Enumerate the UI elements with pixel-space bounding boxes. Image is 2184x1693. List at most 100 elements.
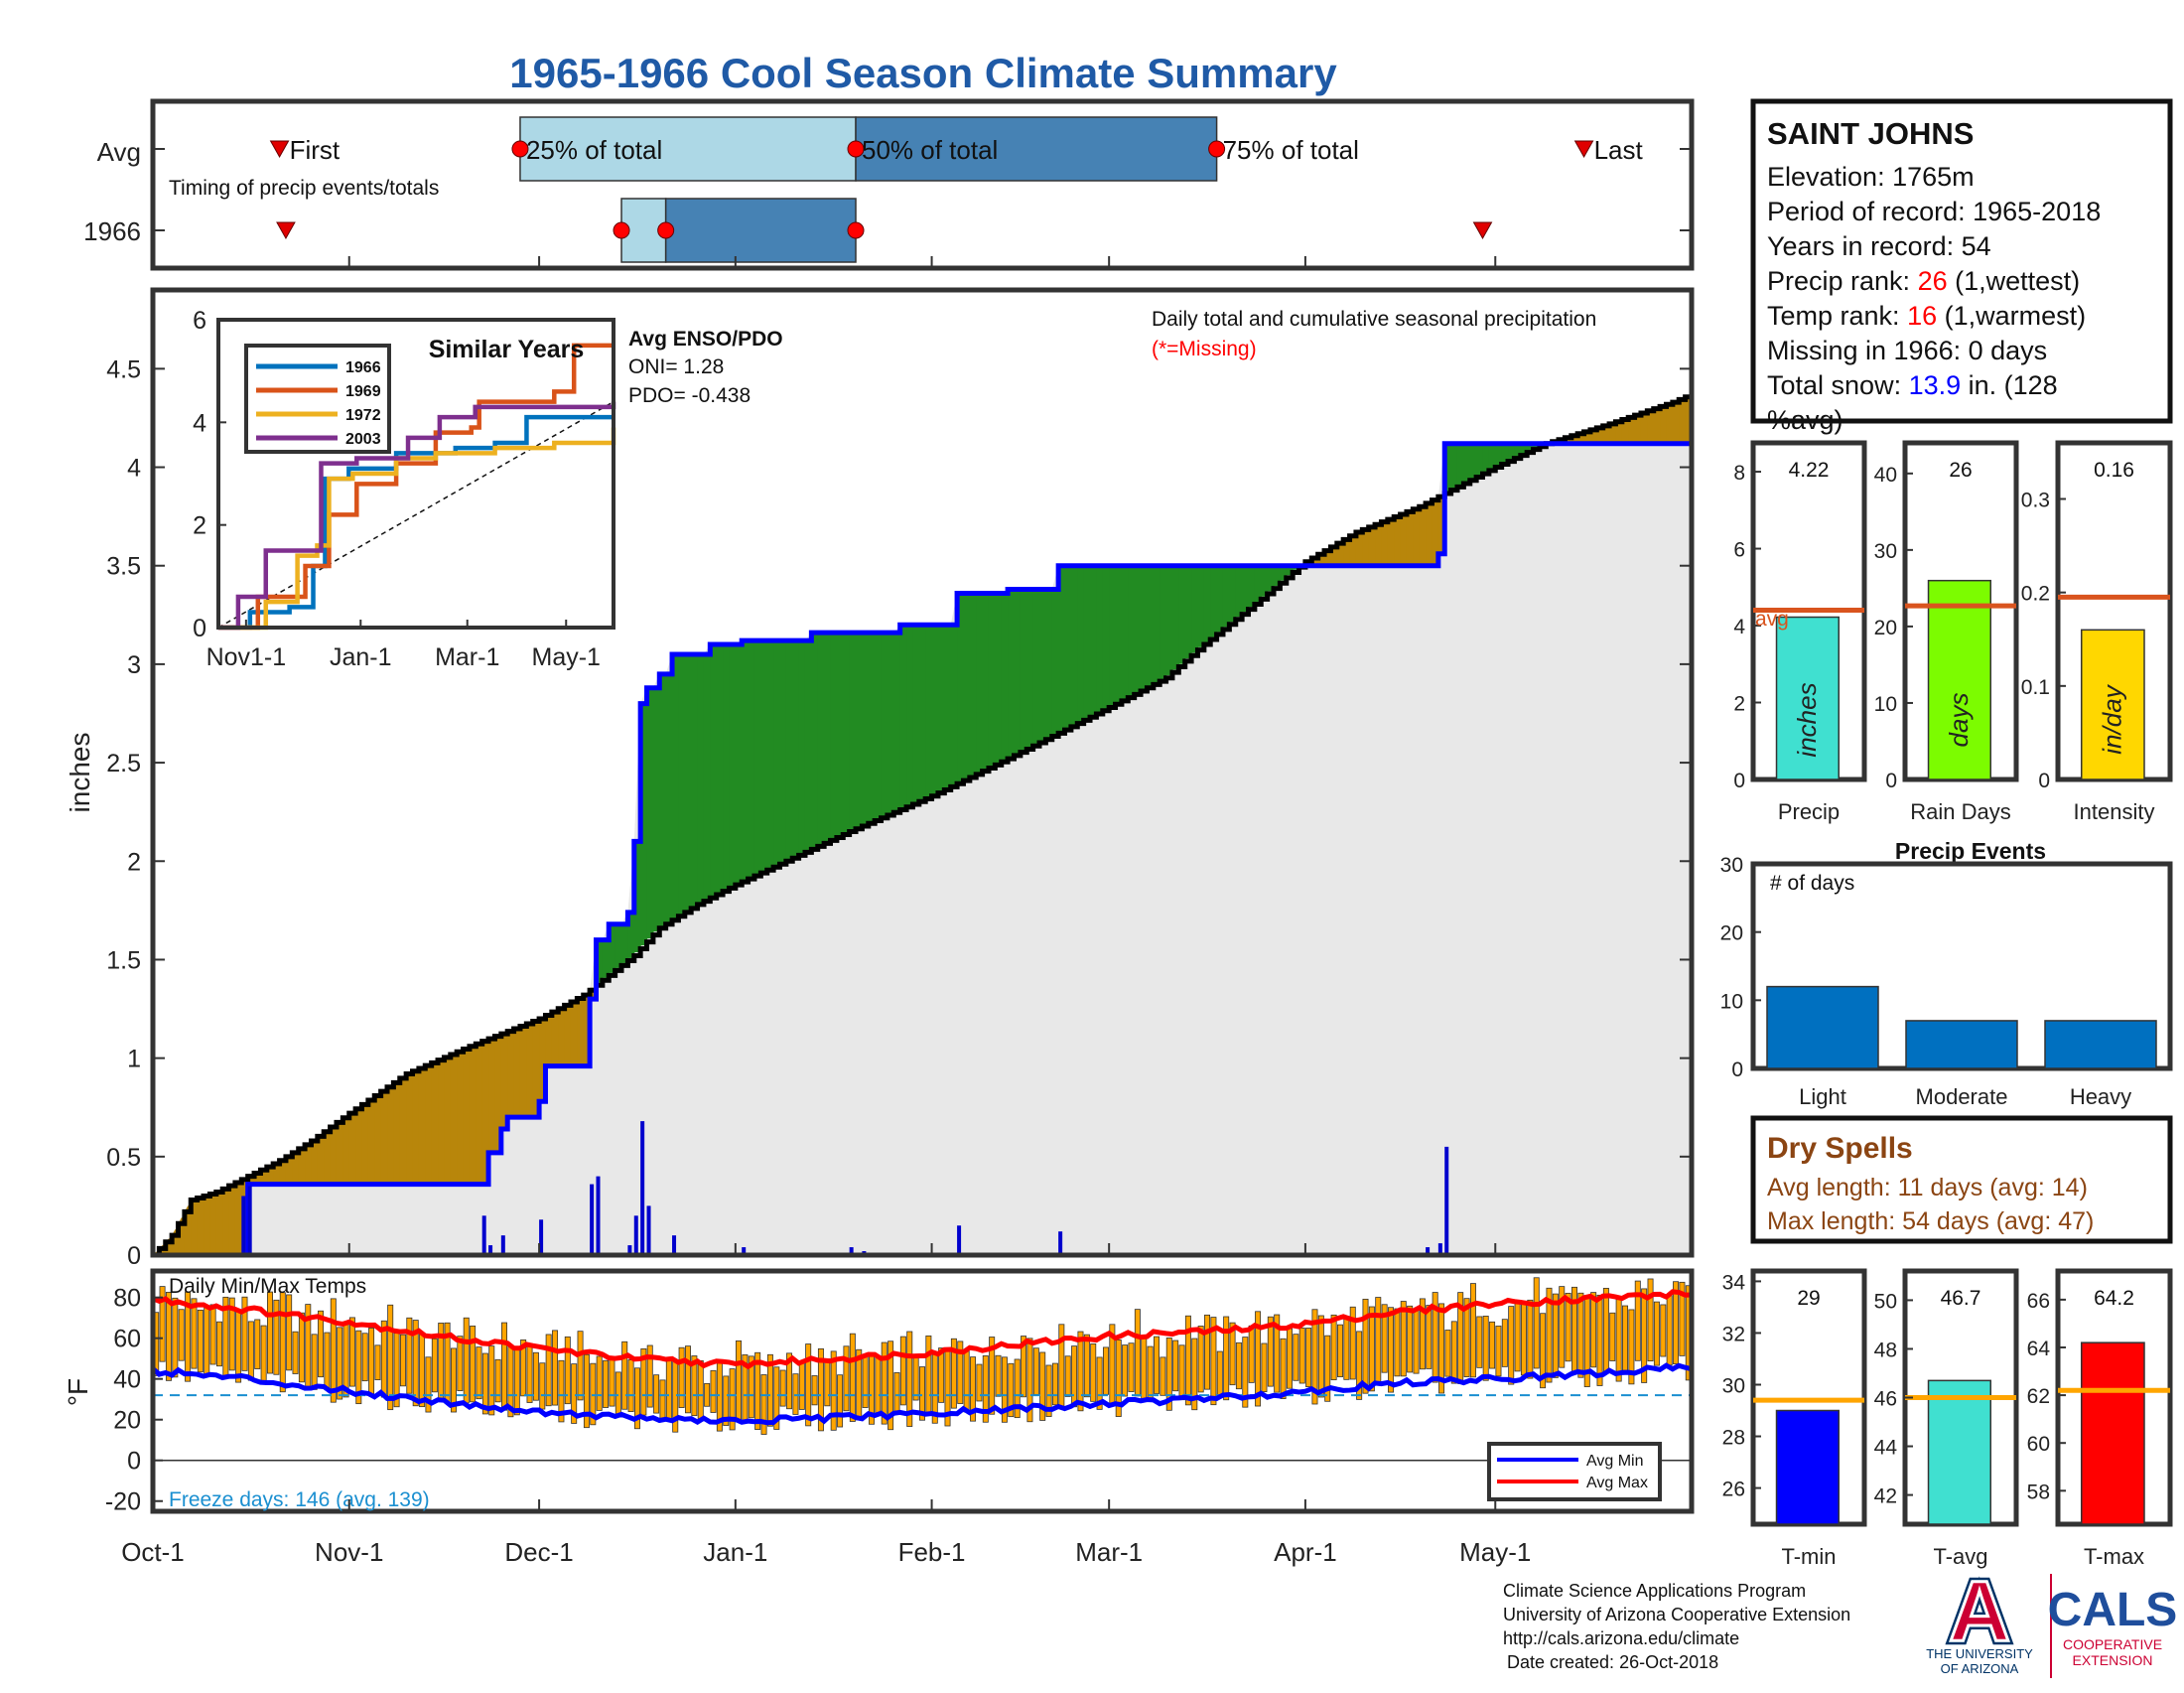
page-title: 1965-1966 Cool Season Climate Summary	[509, 50, 1337, 96]
below-average-fill	[1406, 510, 1414, 566]
daily-temp-bar	[963, 1350, 970, 1413]
above-average-fill	[862, 633, 870, 825]
above-average-fill	[1476, 443, 1484, 476]
avg-75-marker	[1208, 140, 1226, 158]
above-average-fill	[836, 633, 844, 836]
main-y-ticks: 0 0.5 1 1.5 2 2.5 3 3.5 4 4.5	[106, 355, 1692, 1270]
below-average-fill	[513, 1027, 521, 1118]
station-info-box: SAINT JOHNS Elevation: 1765m Period of r…	[1750, 98, 2173, 435]
snow-line: Total snow: 13.9 in. (128	[1767, 370, 2058, 400]
above-average-fill	[678, 653, 686, 915]
precip-bar	[1775, 616, 1840, 780]
timing-first-label: First	[290, 135, 341, 165]
daily-temp-bar	[1032, 1347, 1039, 1395]
daily-temp-bar	[837, 1374, 844, 1428]
daily-temp-bar	[387, 1304, 394, 1411]
below-average-fill	[1355, 530, 1363, 566]
events-y-tick-label: 0	[1731, 1058, 1743, 1081]
daily-temp-bar	[235, 1310, 242, 1383]
precip-y-tick-label: 8	[1733, 462, 1745, 485]
event-category-label: Light	[1799, 1084, 1846, 1109]
temp-rank-line: Temp rank: 16 (1,warmest)	[1767, 301, 2086, 331]
below-average-fill	[564, 1003, 572, 1066]
daily-temp-bar	[1077, 1331, 1084, 1412]
daily-temp-bar	[1615, 1299, 1622, 1382]
daily-temp-bar	[1533, 1277, 1540, 1369]
raindays-y-tick-label: 40	[1874, 464, 1897, 487]
precip-avg-label: avg	[1755, 608, 1789, 631]
below-average-fill	[431, 1061, 439, 1185]
daily-temp-bar	[1045, 1364, 1052, 1417]
above-average-fill	[969, 593, 977, 776]
avg-second-quartile-box	[855, 116, 1218, 182]
above-average-fill	[1197, 565, 1205, 647]
raindays-category-label: Rain Days	[1910, 799, 2010, 824]
above-average-fill	[621, 923, 628, 963]
below-average-fill	[469, 1045, 477, 1185]
inset-x-tick-label: Nov1-1	[206, 643, 287, 671]
daily-temp-bar	[1160, 1356, 1166, 1396]
avg-max-line	[153, 1289, 1692, 1370]
inset-x-tick-label: Jan-1	[330, 643, 392, 671]
enso-pdo: PDO= -0.438	[628, 384, 751, 407]
daily-temp-bar	[779, 1369, 786, 1407]
daily-temp-bar	[463, 1317, 470, 1404]
daily-temp-bar	[938, 1347, 945, 1403]
daily-temp-bar	[368, 1328, 375, 1397]
daily-temp-bar	[596, 1355, 603, 1411]
above-average-fill	[640, 703, 648, 946]
temp-title: Daily Min/Max Temps	[169, 1275, 366, 1298]
daily-temp-bar	[1248, 1325, 1255, 1383]
daily-temp-bar	[982, 1355, 989, 1423]
below-average-fill	[519, 1025, 527, 1118]
1966-last-marker	[1472, 221, 1493, 240]
below-average-fill	[204, 1195, 211, 1255]
below-average-fill	[457, 1050, 465, 1185]
daily-temp-bar	[494, 1358, 501, 1403]
daily-temp-bar	[1305, 1328, 1312, 1387]
above-average-fill	[1286, 565, 1294, 576]
above-average-fill	[602, 939, 610, 978]
tavg-category-label: T-avg	[1933, 1544, 1987, 1569]
daily-temp-bar	[324, 1332, 331, 1389]
above-average-fill	[899, 625, 907, 809]
temperature-chart: -20 0 20 40 60 80 Daily Min/Max Temps °F Free…	[63, 1268, 1695, 1516]
daily-temp-bar	[1096, 1356, 1103, 1410]
y-tick-label: 4	[127, 455, 141, 483]
above-average-fill	[672, 653, 680, 918]
daily-temp-bar	[1666, 1295, 1673, 1366]
legend-avg-max: Avg Max	[1586, 1475, 1648, 1491]
daily-temp-bar	[1178, 1344, 1185, 1401]
daily-temp-bar	[1501, 1319, 1508, 1367]
daily-temp-bar	[1165, 1338, 1172, 1411]
above-average-fill	[1083, 565, 1091, 719]
below-average-fill	[1609, 422, 1617, 444]
1966-50-marker	[657, 221, 675, 239]
daily-temp-bar	[241, 1296, 248, 1371]
inset-series	[217, 343, 616, 631]
below-average-fill	[1400, 512, 1408, 566]
above-average-fill	[1026, 589, 1034, 748]
daily-temp-bar	[558, 1359, 565, 1423]
daily-temp-bar	[380, 1320, 387, 1398]
daily-temp-bar	[197, 1309, 204, 1373]
daily-temp-bar	[1008, 1362, 1015, 1418]
above-average-fill	[652, 687, 660, 932]
daily-temp-bar	[1216, 1350, 1223, 1397]
below-average-fill	[1602, 424, 1610, 444]
above-average-fill	[1020, 589, 1027, 752]
above-average-fill	[937, 625, 945, 792]
above-average-fill	[912, 625, 920, 803]
daily-temp-bar	[893, 1372, 900, 1415]
daily-temp-bar	[1267, 1316, 1274, 1387]
below-average-fill	[558, 1007, 566, 1066]
temp-y-tick-label: 0	[127, 1448, 141, 1476]
x-tick-label: Dec-1	[504, 1537, 573, 1567]
daily-temp-bar	[995, 1354, 1002, 1397]
inset-legend-label: 2003	[345, 431, 381, 448]
timing-25-label: 25% of total	[526, 135, 662, 165]
below-average-fill	[178, 1217, 186, 1255]
below-average-fill	[324, 1129, 332, 1185]
daily-temp-bar	[488, 1345, 495, 1416]
above-average-fill	[1014, 589, 1022, 755]
